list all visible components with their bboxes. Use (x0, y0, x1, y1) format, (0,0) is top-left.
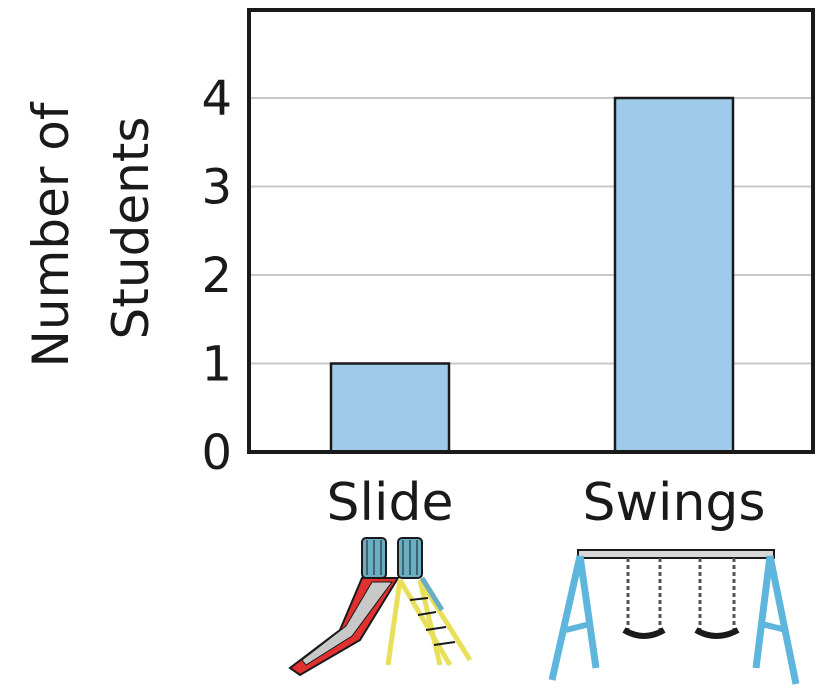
x-category-label-swings: Swings (582, 473, 765, 533)
x-category-labels: Slide Swings (327, 473, 766, 533)
y-tick-label: 0 (201, 425, 232, 481)
slide-icon (288, 537, 473, 677)
y-tick-label: 2 (201, 248, 232, 304)
plot-frame (247, 8, 815, 454)
swing-set-icon (548, 549, 800, 685)
y-axis-title: Number of Students (22, 101, 160, 367)
y-tick-label: 1 (201, 337, 232, 393)
y-axis-title-line-2: Students (102, 117, 160, 340)
bar-slide (329, 362, 451, 454)
y-tick-label: 4 (201, 71, 232, 127)
y-tick-label: 3 (201, 160, 232, 216)
x-category-label-slide: Slide (327, 473, 454, 533)
y-tick-labels: 0 1 2 3 4 (201, 71, 232, 481)
bar-swings (613, 96, 735, 454)
y-axis-title-line-1: Number of (22, 101, 80, 367)
